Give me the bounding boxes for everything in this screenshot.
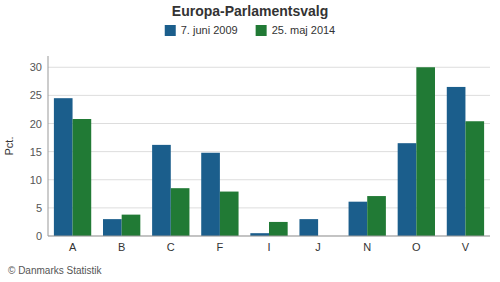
y-tick-label: 10 <box>30 174 42 186</box>
bar <box>73 119 92 236</box>
x-tick-label: J <box>315 241 321 253</box>
x-tick-label: F <box>217 241 224 253</box>
bar <box>220 192 239 236</box>
bar <box>416 67 435 236</box>
x-tick-label: B <box>118 241 125 253</box>
bar <box>299 219 318 236</box>
chart: Europa-Parlamentsvalg 7. juni 2009 25. maj… <box>0 0 500 282</box>
bar <box>54 98 73 236</box>
x-tick-label: I <box>267 241 270 253</box>
chart-container: Europa-Parlamentsvalg 7. juni 2009 25. maj… <box>0 0 500 282</box>
x-tick-label: A <box>69 241 77 253</box>
legend-swatch <box>256 25 267 36</box>
grid <box>48 67 490 236</box>
x-axis-line <box>48 236 490 237</box>
x-tick-label: N <box>363 241 371 253</box>
y-tick-label: 15 <box>30 146 42 158</box>
footer: © Danmarks Statistik <box>8 265 103 276</box>
y-tick-label: 20 <box>30 118 42 130</box>
y-tick-label: 25 <box>30 89 42 101</box>
y-axis-label: Pct. <box>3 137 15 156</box>
bars <box>54 67 484 236</box>
bar <box>171 188 190 236</box>
bar <box>349 202 368 236</box>
y-tick-label: 5 <box>36 202 42 214</box>
x-tick-label: O <box>412 241 421 253</box>
y-tick-label: 0 <box>36 230 42 242</box>
bar <box>367 196 386 236</box>
bar <box>465 121 484 236</box>
legend: 7. juni 2009 25. maj 2014 <box>165 24 336 36</box>
bar <box>122 215 141 236</box>
bar <box>103 219 122 236</box>
x-axis: ABCFIJNOV <box>48 236 490 253</box>
title: Europa-Parlamentsvalg <box>172 3 328 19</box>
bar <box>152 145 171 236</box>
y-tick-label: 30 <box>30 61 42 73</box>
legend-swatch <box>165 25 176 36</box>
y-axis: 0 5 10 15 20 25 30 <box>30 56 48 242</box>
grid-line <box>48 236 490 237</box>
bar <box>398 143 417 236</box>
bar <box>201 153 220 236</box>
y-axis-line <box>48 56 49 236</box>
x-tick-label: V <box>462 241 470 253</box>
bar <box>447 87 466 236</box>
legend-label: 25. maj 2014 <box>272 24 336 36</box>
x-tick-label: C <box>167 241 175 253</box>
bar <box>269 222 288 236</box>
legend-item: 7. juni 2009 <box>165 24 238 36</box>
legend-label: 7. juni 2009 <box>181 24 238 36</box>
legend-item: 25. maj 2014 <box>256 24 336 36</box>
